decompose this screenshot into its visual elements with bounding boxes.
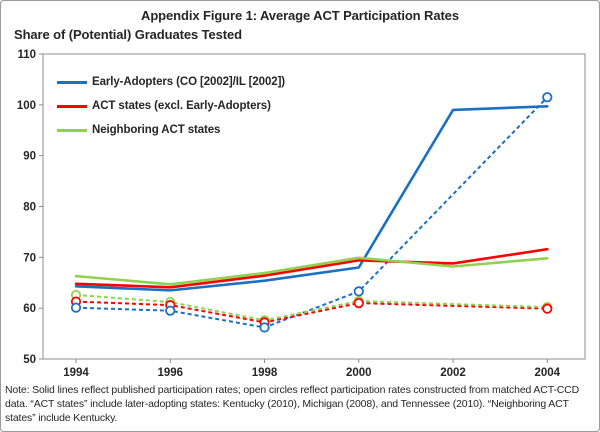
y-axis-tick-label: 70 [23,252,36,264]
series-line-solid [74,105,549,292]
y-axis-header: Share of (Potential) Graduates Tested [14,27,242,42]
y-axis-tick-label: 110 [17,49,36,61]
data-point-marker [165,305,176,316]
series-line-solid [74,256,549,286]
y-axis-tick-label: 80 [23,202,36,214]
data-point-marker [70,302,82,313]
legend-label: ACT states (excl. Early-Adopters) [92,100,271,112]
legend-line-swatch-blue [57,80,87,84]
x-axis-tick-label: 1994 [63,367,89,379]
y-axis-tick-label: 100 [17,100,36,112]
legend: Early-Adopters (CO [2002]/IL [2002]) ACT… [57,70,285,142]
series-line-dashed [75,293,548,322]
legend-item-neighboring: Neighboring ACT states [57,118,285,142]
data-point-marker [542,92,553,103]
legend-label: Neighboring ACT states [92,124,221,136]
data-point-marker [353,297,364,309]
data-point-marker [259,322,270,333]
series-line-dashed [75,300,548,324]
x-axis-tick-label: 2000 [346,367,372,379]
y-axis-tick-label: 50 [23,354,36,366]
x-axis-tick-label: 1996 [157,367,183,379]
data-point-marker [353,286,364,297]
x-axis-tick-label: 1998 [252,367,278,379]
x-axis-tick-label: 2004 [534,367,560,379]
series-line-solid [74,247,549,289]
chart-title: Appendix Figure 1: Average ACT Participa… [141,8,459,23]
legend-line-swatch-red [57,104,87,108]
legend-item-early-adopters: Early-Adopters (CO [2002]/IL [2002]) [57,70,285,94]
note-text: Note: Solid lines reflect published part… [5,384,580,424]
y-axis-tick-label: 90 [23,151,36,163]
x-axis-tick-label: 2002 [440,367,466,379]
legend-label: Early-Adopters (CO [2002]/IL [2002]) [92,76,286,88]
legend-item-act-states: ACT states (excl. Early-Adopters) [57,94,285,118]
legend-line-swatch-green [57,128,87,132]
y-axis-tick-label: 60 [23,303,36,315]
data-point-marker [542,303,553,314]
